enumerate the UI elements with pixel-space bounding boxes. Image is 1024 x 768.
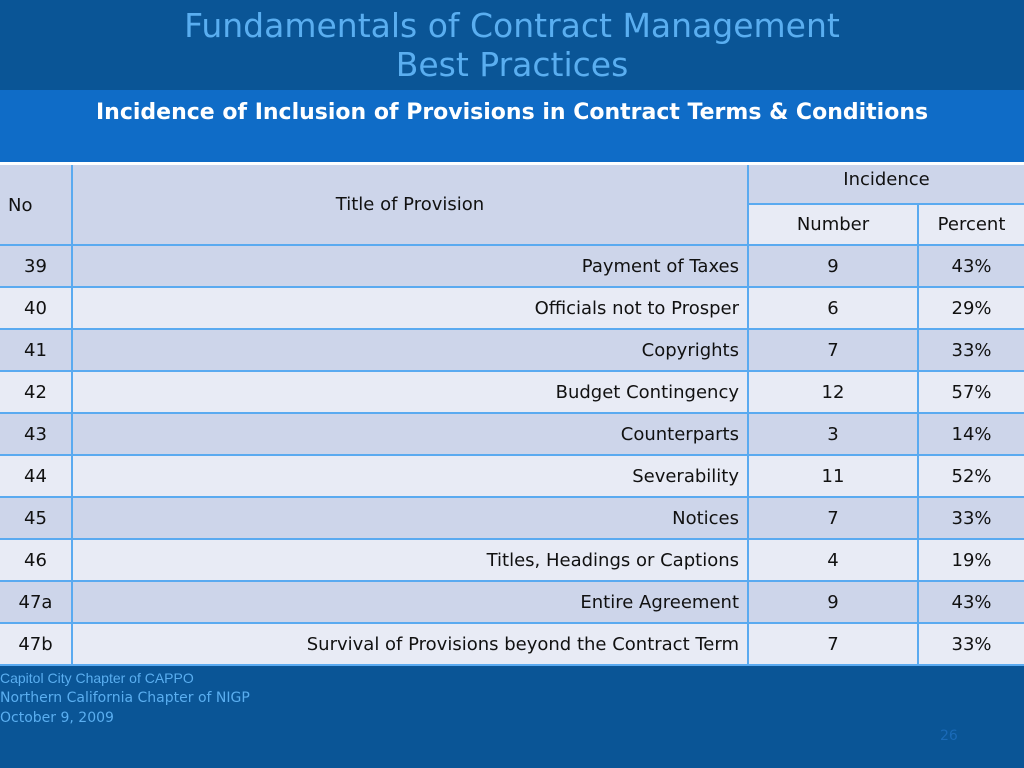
cell-number: 9	[748, 581, 919, 624]
cell-percent: 29%	[918, 287, 1024, 330]
cell-no: 44	[0, 455, 73, 498]
cell-number: 9	[748, 245, 919, 288]
header-number: Number	[748, 204, 919, 246]
cell-percent: 33%	[918, 329, 1024, 372]
cell-title: Officials not to Prosper	[72, 287, 749, 330]
table-row: 47a Entire Agreement 9 43%	[0, 581, 1024, 624]
cell-percent: 52%	[918, 455, 1024, 498]
table-row: 43 Counterparts 3 14%	[0, 413, 1024, 456]
cell-number: 4	[748, 539, 919, 582]
header-no: No	[0, 163, 73, 246]
table-row: 41 Copyrights 7 33%	[0, 329, 1024, 372]
table-row: 46 Titles, Headings or Captions 4 19%	[0, 539, 1024, 582]
table-row: 44 Severability 11 52%	[0, 455, 1024, 498]
cell-no: 45	[0, 497, 73, 540]
table-row: 42 Budget Contingency 12 57%	[0, 371, 1024, 414]
cell-number: 12	[748, 371, 919, 414]
cell-percent: 43%	[918, 245, 1024, 288]
footer-line2: Northern California Chapter of NIGP	[0, 690, 250, 706]
cell-title: Entire Agreement	[72, 581, 749, 624]
cell-title: Copyrights	[72, 329, 749, 372]
cell-no: 42	[0, 371, 73, 414]
cell-no: 41	[0, 329, 73, 372]
cell-title: Severability	[72, 455, 749, 498]
slide-title: Fundamentals of Contract Management Best…	[0, 6, 1024, 84]
table-caption: Incidence of Inclusion of Provisions in …	[0, 90, 1024, 165]
cell-no: 39	[0, 245, 73, 288]
table-row: 47b Survival of Provisions beyond the Con…	[0, 623, 1024, 666]
cell-number: 6	[748, 287, 919, 330]
table-body: 39 Payment of Taxes 9 43% 40 Officials not to…	[0, 245, 1024, 666]
cell-title: Counterparts	[72, 413, 749, 456]
cell-number: 3	[748, 413, 919, 456]
provisions-table-container: Incidence of Inclusion of Provisions in …	[0, 90, 1024, 666]
page-number: 26	[940, 728, 958, 744]
cell-title: Titles, Headings or Captions	[72, 539, 749, 582]
cell-number: 7	[748, 329, 919, 372]
cell-percent: 33%	[918, 623, 1024, 666]
cell-percent: 33%	[918, 497, 1024, 540]
cell-title: Survival of Provisions beyond the Contra…	[72, 623, 749, 666]
table-row: 40 Officials not to Prosper 6 29%	[0, 287, 1024, 330]
slide-title-line1: Fundamentals of Contract Management	[184, 6, 840, 45]
cell-no: 40	[0, 287, 73, 330]
cell-percent: 57%	[918, 371, 1024, 414]
table-row: 45 Notices 7 33%	[0, 497, 1024, 540]
header-title: Title of Provision	[72, 163, 749, 246]
cell-title: Notices	[72, 497, 749, 540]
header-percent: Percent	[918, 204, 1024, 246]
cell-number: 7	[748, 623, 919, 666]
cell-percent: 19%	[918, 539, 1024, 582]
table-row: 39 Payment of Taxes 9 43%	[0, 245, 1024, 288]
cell-no: 47b	[0, 623, 73, 666]
footer-line1: Capitol City Chapter of CAPPO	[0, 670, 194, 686]
cell-percent: 14%	[918, 413, 1024, 456]
cell-no: 43	[0, 413, 73, 456]
provisions-table: Incidence of Inclusion of Provisions in …	[0, 90, 1024, 666]
footer: Capitol City Chapter of CAPPO Northern C…	[0, 668, 250, 728]
cell-number: 7	[748, 497, 919, 540]
cell-number: 11	[748, 455, 919, 498]
cell-title: Payment of Taxes	[72, 245, 749, 288]
cell-no: 47a	[0, 581, 73, 624]
slide-title-line2: Best Practices	[395, 45, 629, 84]
cell-percent: 43%	[918, 581, 1024, 624]
cell-title: Budget Contingency	[72, 371, 749, 414]
header-incidence: Incidence	[748, 163, 1024, 205]
cell-no: 46	[0, 539, 73, 582]
footer-line3: October 9, 2009	[0, 710, 114, 726]
